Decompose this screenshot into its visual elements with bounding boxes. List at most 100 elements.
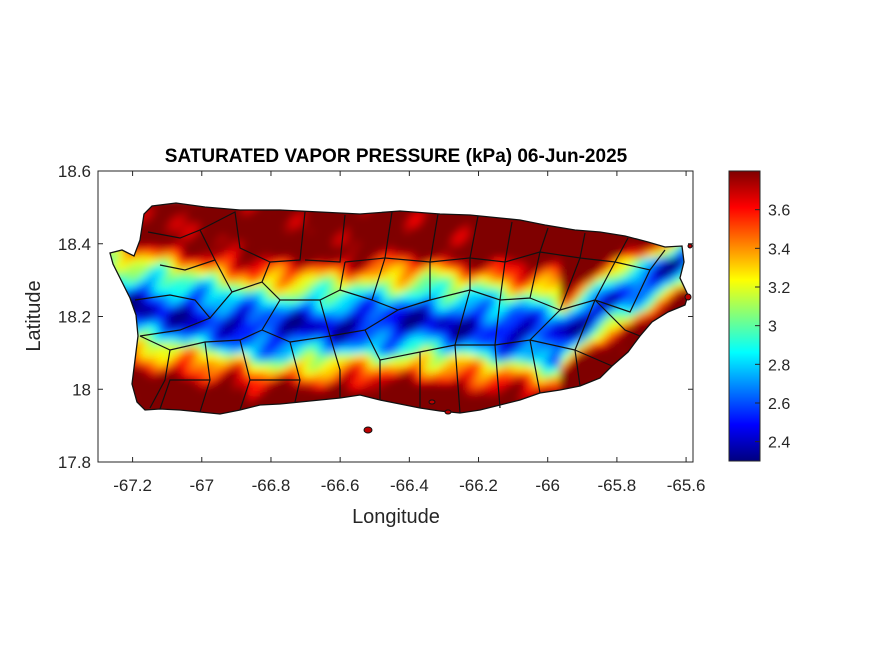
field-cell <box>260 270 267 277</box>
field-cell <box>656 276 663 283</box>
field-cell <box>194 312 201 319</box>
municipality-border <box>269 211 346 263</box>
field-cell <box>596 312 603 319</box>
field-cell <box>254 252 261 259</box>
field-cell <box>206 210 213 217</box>
field-cell <box>362 258 369 265</box>
colorbar: 2.42.62.833.23.43.6 <box>728 170 790 462</box>
field-cell <box>596 372 603 379</box>
field-cell <box>242 312 249 319</box>
field-cell <box>242 282 249 289</box>
field-cell <box>182 240 189 247</box>
field-cell <box>176 246 183 253</box>
field-cell <box>494 354 501 361</box>
field-cell <box>386 354 393 361</box>
field-cell <box>638 246 645 253</box>
field-cell <box>356 246 363 253</box>
field-cell <box>530 288 537 295</box>
field-cell <box>638 312 645 319</box>
field-cell <box>176 336 183 343</box>
field-cell <box>524 222 531 229</box>
field-cell <box>440 372 447 379</box>
field-cell <box>380 360 387 367</box>
field-cell <box>464 360 471 367</box>
field-cell <box>662 276 669 283</box>
field-cell <box>428 360 435 367</box>
field-cell <box>410 288 417 295</box>
field-cell <box>224 240 231 247</box>
field-cell <box>212 312 219 319</box>
field-cell <box>230 270 237 277</box>
field-cell <box>542 258 549 265</box>
field-cell <box>362 324 369 331</box>
field-cell <box>176 270 183 277</box>
field-cell <box>458 378 465 385</box>
field-cell <box>218 270 225 277</box>
field-cell <box>470 336 477 343</box>
field-cell <box>242 210 249 217</box>
field-cell <box>536 330 543 337</box>
field-cell <box>218 234 225 241</box>
field-cell <box>404 396 411 403</box>
field-cell <box>470 390 477 397</box>
field-cell <box>518 252 525 259</box>
field-cell <box>656 252 663 259</box>
colorbar-tick-label: 2.4 <box>768 435 790 452</box>
field-cell <box>428 342 435 349</box>
field-cell <box>548 360 555 367</box>
y-tick-label: 18.4 <box>58 235 91 254</box>
field-cell <box>284 252 291 259</box>
field-cell <box>356 348 363 355</box>
field-cell <box>206 318 213 325</box>
field-cell <box>164 318 171 325</box>
field-cell <box>374 228 381 235</box>
field-cell <box>674 282 681 289</box>
field-cell <box>524 234 531 241</box>
field-cell <box>284 228 291 235</box>
field-cell <box>170 390 177 397</box>
field-cell <box>386 282 393 289</box>
field-cell <box>128 294 135 301</box>
field-cell <box>146 294 153 301</box>
field-cell <box>188 216 195 223</box>
field-cell <box>578 318 585 325</box>
field-cell <box>194 246 201 253</box>
field-cell <box>176 384 183 391</box>
field-cell <box>584 270 591 277</box>
field-cell <box>542 366 549 373</box>
field-cell <box>542 384 549 391</box>
field-cell <box>416 240 423 247</box>
field-cell <box>152 210 159 217</box>
field-cell <box>158 294 165 301</box>
field-cell <box>224 384 231 391</box>
field-cell <box>290 300 297 307</box>
field-cell <box>350 324 357 331</box>
field-cell <box>182 204 189 211</box>
field-cell <box>608 294 615 301</box>
field-cell <box>476 306 483 313</box>
field-cell <box>332 366 339 373</box>
field-cell <box>584 348 591 355</box>
field-cell <box>626 336 633 343</box>
field-cell <box>338 384 345 391</box>
field-cell <box>446 378 453 385</box>
field-cell <box>530 258 537 265</box>
field-cell <box>206 306 213 313</box>
field-cell <box>182 306 189 313</box>
field-cell <box>236 282 243 289</box>
field-cell <box>386 222 393 229</box>
field-cell <box>542 348 549 355</box>
field-cell <box>494 306 501 313</box>
field-cell <box>380 240 387 247</box>
field-cell <box>224 288 231 295</box>
field-cell <box>464 318 471 325</box>
field-cell <box>248 228 255 235</box>
field-cell <box>332 390 339 397</box>
field-cell <box>446 282 453 289</box>
field-cell <box>440 234 447 241</box>
field-cell <box>314 366 321 373</box>
field-cell <box>446 240 453 247</box>
field-cell <box>116 258 123 265</box>
field-cell <box>296 342 303 349</box>
field-cell <box>326 252 333 259</box>
